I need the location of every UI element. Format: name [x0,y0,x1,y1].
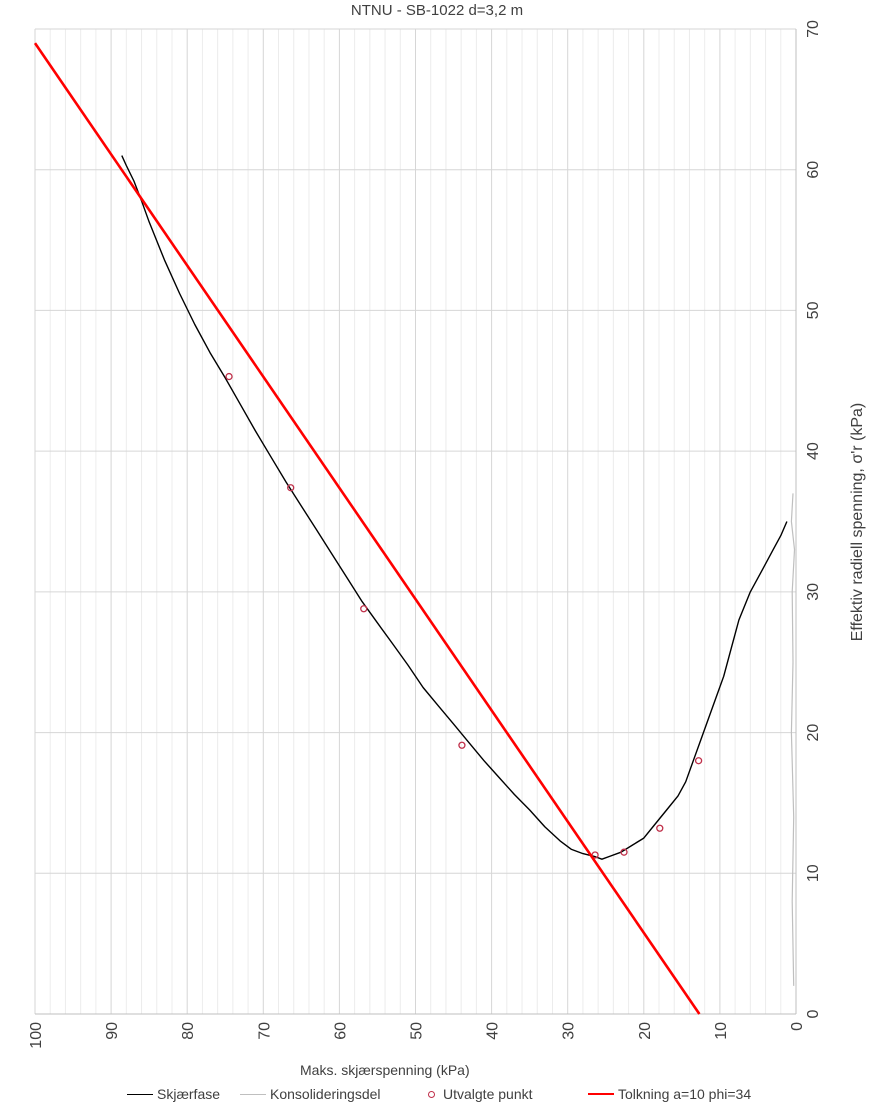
x-tick-label: 40 [485,1022,502,1040]
legend-label: Utvalgte punkt [443,1086,533,1102]
data-point-marker [361,606,367,612]
legend-line-swatch [127,1094,153,1095]
y-tick-label: 20 [805,724,822,742]
series-line-skj-rfase [122,156,787,860]
legend-label: Skjærfase [157,1086,220,1102]
x-tick-label: 30 [561,1022,578,1040]
x-tick-label: 50 [409,1022,426,1040]
series-line-tolkning-a-10-phi-34 [35,43,699,1014]
x-axis-title: Maks. skjærspenning (kPa) [300,1062,470,1078]
data-point-marker [459,742,465,748]
grid-layer [35,29,796,1014]
legend-label: Konsolideringsdel [270,1086,381,1102]
legend-line-swatch [588,1093,614,1095]
y-tick-label: 50 [805,301,822,319]
legend-item-tolkning: Tolkning a=10 phi=34 [588,1085,751,1103]
y-tick-label: 0 [805,1009,822,1018]
x-tick-label: 70 [256,1022,273,1040]
x-tick-label: 20 [637,1022,654,1040]
legend-item-skjaerfase: Skjærfase [127,1085,220,1103]
x-tick-label: 10 [713,1022,730,1040]
y-axis-title: Effektiv radiell spenning, σ'r (kPa) [849,403,867,642]
y-tick-label: 30 [805,583,822,601]
legend-item-utvalgte-punkt: Utvalgte punkt [418,1085,533,1103]
y-tick-label: 60 [805,161,822,179]
data-point-marker [226,374,232,380]
legend-line-swatch [240,1094,266,1095]
x-tick-label: 0 [789,1022,806,1031]
legend-label: Tolkning a=10 phi=34 [618,1086,751,1102]
x-tick-label: 90 [104,1022,121,1040]
legend: Skjærfase Konsolideringsdel Utvalgte pun… [0,1085,874,1103]
x-tick-label: 100 [28,1022,45,1049]
y-tick-label: 10 [805,864,822,882]
data-point-marker [657,825,663,831]
data-point-marker [696,758,702,764]
legend-marker-swatch [428,1091,435,1098]
legend-item-konsolideringsdel: Konsolideringsdel [240,1085,381,1103]
x-tick-label: 60 [332,1022,349,1040]
series-layer [35,43,795,1014]
series-line-konsolideringsdel [791,493,794,986]
y-tick-label: 40 [805,442,822,460]
y-tick-label: 70 [805,20,822,38]
x-tick-label: 80 [180,1022,197,1040]
